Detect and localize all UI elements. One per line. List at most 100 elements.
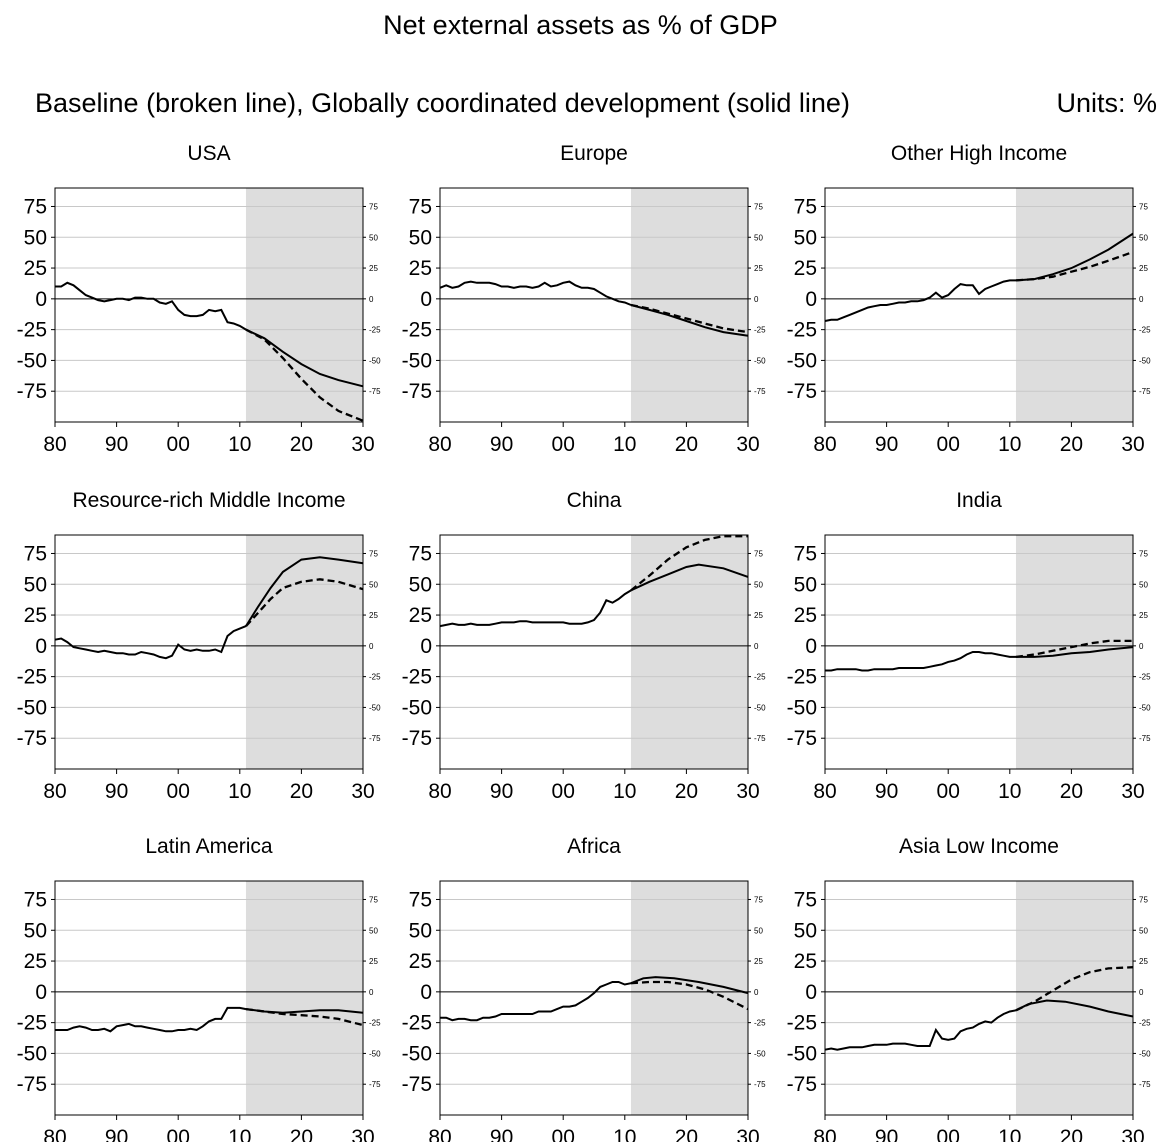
right-tick-label: 75 — [369, 202, 378, 211]
history-line — [440, 981, 632, 1022]
x-tick-label: 90 — [105, 433, 128, 456]
plot-frame — [54, 534, 364, 770]
right-tick-label: 75 — [1139, 895, 1148, 904]
right-tick-label: -75 — [1139, 387, 1151, 396]
panel-title: India — [956, 489, 1002, 512]
y-tick-label: -75 — [17, 727, 47, 750]
right-tick-label: -50 — [754, 1049, 766, 1058]
right-tick-label: 75 — [754, 202, 763, 211]
right-tick-label: 25 — [754, 264, 763, 273]
plot-frame — [54, 187, 364, 423]
x-tick-label: 20 — [290, 1126, 313, 1142]
baseline-line — [245, 328, 364, 422]
coordinated-line — [630, 304, 749, 337]
y-tick-label: 25 — [24, 604, 47, 627]
right-tick-label: 50 — [1139, 580, 1148, 589]
x-tick-label: 00 — [937, 433, 960, 456]
y-tick-label: -25 — [402, 666, 432, 689]
coordinated-line — [245, 556, 364, 627]
y-tick-label: -25 — [402, 1012, 432, 1035]
right-tick-label: 0 — [754, 988, 759, 997]
y-tick-label: -75 — [787, 380, 817, 403]
x-tick-label: 10 — [228, 433, 251, 456]
y-tick-label: 25 — [24, 257, 47, 280]
right-tick-label: 0 — [1139, 295, 1144, 304]
right-tick-label: -25 — [754, 673, 766, 682]
panel-title: USA — [187, 142, 230, 165]
right-tick-label: 50 — [1139, 926, 1148, 935]
x-tick-label: 90 — [490, 780, 513, 803]
history-line — [825, 651, 1016, 672]
right-tick-label: 50 — [754, 233, 763, 242]
right-tick-label: -50 — [1139, 1049, 1151, 1058]
panel-title: Europe — [560, 142, 628, 165]
x-tick-label: 30 — [736, 433, 759, 456]
y-tick-label: -75 — [402, 1073, 432, 1096]
x-tick-label: 10 — [613, 780, 636, 803]
y-tick-label: -50 — [787, 1042, 817, 1065]
history-line — [824, 1009, 1017, 1051]
x-tick-label: 80 — [813, 1126, 836, 1142]
baseline-line — [630, 303, 749, 334]
right-tick-label: 50 — [369, 233, 378, 242]
x-tick-label: 00 — [937, 780, 960, 803]
y-tick-label: -25 — [787, 1012, 817, 1035]
y-tick-label: -25 — [17, 319, 47, 342]
forecast-shading — [245, 188, 363, 422]
y-tick-label: 50 — [24, 226, 47, 249]
panel: Other High Income 75 50 25 0 -25 -50 -75 75 50 25 0… — [787, 142, 1151, 456]
x-tick-label: 00 — [167, 780, 190, 803]
right-tick-label: 75 — [754, 895, 763, 904]
right-tick-label: -25 — [754, 326, 766, 335]
y-tick-label: 25 — [409, 604, 432, 627]
right-tick-label: -25 — [1139, 673, 1151, 682]
plot-frame — [824, 187, 1134, 423]
y-tick-label: -75 — [787, 727, 817, 750]
right-tick-label: 75 — [369, 895, 378, 904]
x-tick-label: 30 — [351, 1126, 374, 1142]
baseline-line — [1015, 966, 1134, 1012]
coordinated-line — [1015, 232, 1134, 282]
right-tick-label: 75 — [1139, 549, 1148, 558]
right-tick-label: 25 — [1139, 264, 1148, 273]
panel: India 75 50 25 0 -25 -50 -75 75 50 25 0 -25 -50 -75 80 9… — [787, 489, 1151, 803]
coordinated-line — [1015, 999, 1134, 1018]
history-line — [55, 1006, 247, 1033]
plot-frame — [439, 187, 749, 423]
right-tick-label: -75 — [1139, 734, 1151, 743]
forecast-shading — [245, 535, 363, 769]
y-tick-label: -75 — [17, 1073, 47, 1096]
y-tick-label: 25 — [794, 950, 817, 973]
x-tick-label: 20 — [1060, 780, 1083, 803]
y-tick-label: 0 — [35, 288, 47, 311]
x-tick-label: 90 — [490, 1126, 513, 1142]
right-tick-label: -75 — [369, 387, 381, 396]
y-tick-label: 50 — [794, 919, 817, 942]
plot-frame — [439, 534, 749, 770]
right-tick-label: 0 — [754, 295, 759, 304]
y-tick-label: -25 — [17, 666, 47, 689]
panel-title: Other High Income — [891, 142, 1067, 165]
right-tick-label: -50 — [754, 356, 766, 365]
right-tick-label: -25 — [754, 1019, 766, 1028]
right-tick-label: -25 — [369, 326, 381, 335]
y-tick-label: 25 — [24, 950, 47, 973]
x-tick-label: 10 — [228, 1126, 251, 1142]
right-tick-label: 25 — [369, 611, 378, 620]
y-tick-label: 75 — [24, 542, 47, 565]
y-tick-label: 0 — [420, 288, 432, 311]
right-tick-label: 0 — [369, 988, 374, 997]
right-tick-label: 75 — [369, 549, 378, 558]
panel: Asia Low Income 75 50 25 0 -25 -50 -75 75 50 25 0 -2… — [787, 835, 1151, 1142]
x-tick-label: 80 — [813, 433, 836, 456]
x-tick-label: 30 — [736, 780, 759, 803]
panel: USA 75 50 25 0 -25 -50 -75 75 50 25 0 -25 -50 -75 80 90 0… — [17, 142, 381, 456]
forecast-shading — [1015, 881, 1133, 1115]
right-tick-label: -25 — [1139, 326, 1151, 335]
right-tick-label: 50 — [754, 926, 763, 935]
right-tick-label: -75 — [754, 387, 766, 396]
x-tick-label: 00 — [167, 1126, 190, 1142]
x-tick-label: 30 — [351, 780, 374, 803]
x-tick-label: 10 — [998, 1126, 1021, 1142]
y-tick-label: -25 — [402, 319, 432, 342]
